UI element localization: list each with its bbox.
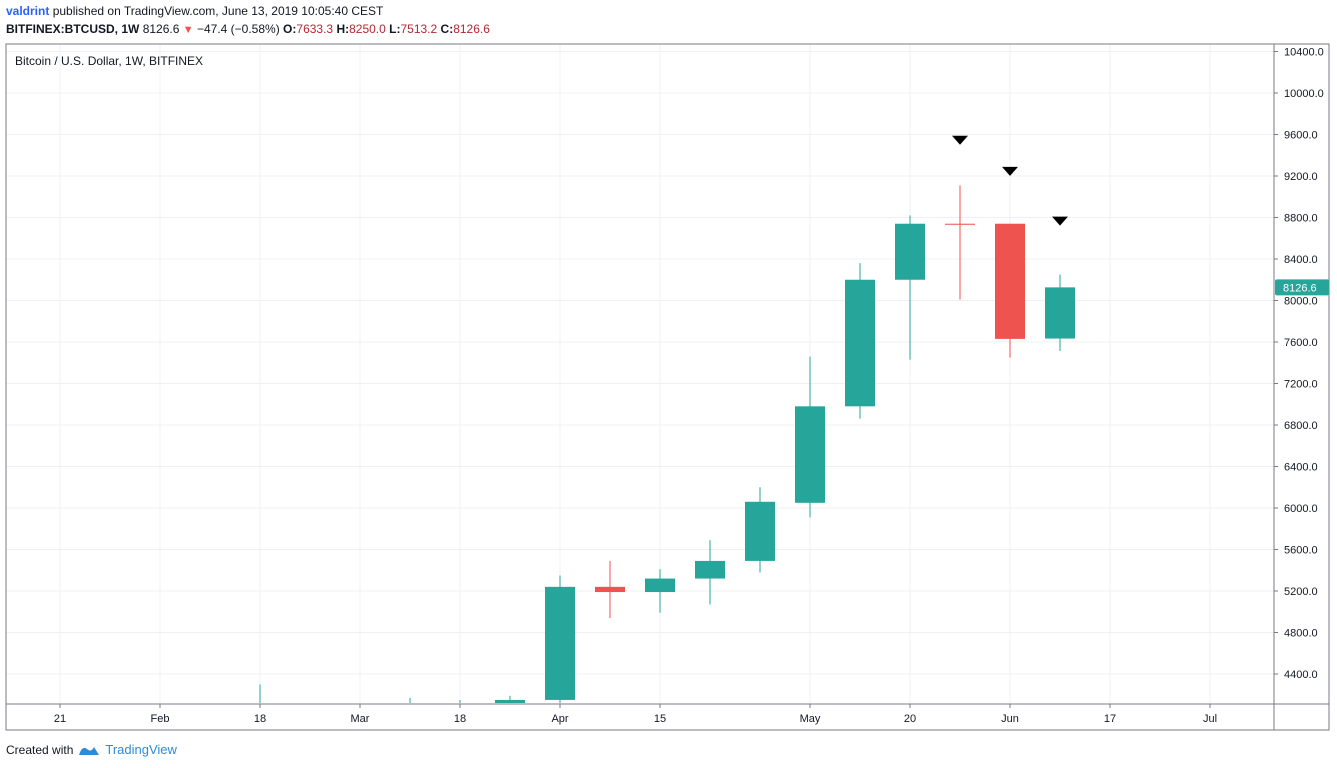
candle-body (645, 578, 675, 593)
y-tick-label: 6800.0 (1284, 420, 1318, 432)
candle-body (845, 279, 875, 407)
low-label: L: (389, 22, 401, 36)
y-tick-label: 8800.0 (1284, 213, 1318, 225)
last-price: 8126.6 (142, 22, 180, 36)
pane-border (5, 43, 1330, 731)
symbol-info-bar: BITFINEX:BTCUSD, 1W 8126.6 ▼ −47.4 (−0.5… (6, 22, 490, 36)
x-tick-label: 20 (904, 713, 916, 725)
y-tick-label: 8400.0 (1284, 254, 1318, 266)
tradingview-logo-icon (79, 746, 100, 755)
candle-body (945, 223, 975, 225)
last-price-tag-label: 8126.6 (1283, 282, 1317, 294)
open-value: 7633.3 (296, 22, 334, 36)
y-tick-label: 4800.0 (1284, 628, 1318, 640)
close-value: 8126.6 (453, 22, 490, 36)
author-link[interactable]: valdrint (6, 4, 50, 18)
y-tick-label: 8000.0 (1284, 296, 1318, 308)
candle-body (545, 586, 575, 700)
high-value: 8250.0 (349, 22, 386, 36)
published-text: published on TradingView.com, June 13, 2… (52, 4, 384, 18)
footer: Created with TradingView (6, 742, 177, 757)
open-label: O: (283, 22, 297, 36)
candle[interactable] (495, 695, 525, 703)
y-tick-label: 10000.0 (1284, 88, 1324, 100)
candle[interactable] (595, 560, 625, 618)
candle[interactable] (795, 356, 825, 518)
candle[interactable] (645, 569, 675, 613)
candle[interactable] (845, 263, 875, 419)
y-tick-label: 9200.0 (1284, 171, 1318, 183)
candle[interactable] (895, 215, 925, 360)
candle-body (895, 223, 925, 280)
markers-group (952, 135, 1068, 226)
candle-body (495, 699, 525, 703)
time-axis[interactable]: 21 Feb 18 Mar 18 Apr 15 May 20 Jun 17 Jul (54, 704, 1217, 725)
y-tick-label: 5200.0 (1284, 586, 1318, 598)
candle[interactable] (945, 185, 975, 300)
y-tick-label: 6400.0 (1284, 462, 1318, 474)
x-tick-label: 15 (654, 713, 666, 725)
candle-body (1045, 287, 1075, 339)
candle-body (695, 560, 725, 579)
down-triangle-marker-icon (1052, 216, 1068, 226)
y-tick-label: 9600.0 (1284, 130, 1318, 142)
down-triangle-marker-icon (1002, 166, 1018, 176)
x-tick-label: Jul (1203, 713, 1217, 725)
y-tick-label: 10400.0 (1284, 47, 1324, 59)
close-label: C: (440, 22, 454, 36)
candle-body (745, 501, 775, 561)
x-tick-label: 18 (254, 713, 266, 725)
candle[interactable] (1045, 274, 1075, 352)
x-tick-label: Feb (151, 713, 170, 725)
x-tick-label: Jun (1001, 713, 1019, 725)
x-tick-label: 17 (1104, 713, 1116, 725)
created-with-text: Created with (6, 742, 74, 757)
candle[interactable] (695, 540, 725, 605)
candles-group (259, 185, 1075, 703)
publish-info: valdrint published on TradingView.com, J… (6, 4, 383, 18)
symbol-name: BITFINEX:BTCUSD, 1W (6, 22, 140, 36)
down-triangle-marker-icon (952, 135, 968, 145)
chart-title: Bitcoin / U.S. Dollar, 1W, BITFINEX (15, 54, 203, 68)
candle-body (795, 406, 825, 503)
x-tick-label: 18 (454, 713, 466, 725)
price-axis[interactable]: 4400.0 4800.0 5200.0 5600.0 6000.0 6400.0 6800… (1274, 47, 1324, 682)
candle[interactable] (545, 575, 575, 703)
x-tick-label: May (800, 713, 821, 725)
grid-lines (6, 44, 1274, 704)
x-tick-label: Apr (551, 713, 568, 725)
y-tick-label: 5600.0 (1284, 545, 1318, 557)
y-tick-label: 7600.0 (1284, 337, 1318, 349)
y-tick-label: 6000.0 (1284, 503, 1318, 515)
low-value: 7513.2 (400, 22, 438, 36)
candle-body (995, 223, 1025, 339)
last-price-tag-bg (1275, 279, 1329, 296)
y-tick-label: 4400.0 (1284, 669, 1318, 681)
price-change: −47.4 (−0.58%) (196, 22, 280, 36)
candle[interactable] (995, 223, 1025, 358)
high-label: H: (336, 22, 350, 36)
down-arrow-icon: ▼ (182, 24, 194, 36)
y-tick-label: 7200.0 (1284, 379, 1318, 391)
candle[interactable] (745, 487, 775, 573)
x-tick-label: Mar (351, 713, 370, 725)
x-tick-label: 21 (54, 713, 66, 725)
candle-body (595, 586, 625, 593)
tradingview-brand-link[interactable]: TradingView (105, 742, 177, 757)
last-price-tag: 8126.6 (1275, 279, 1329, 296)
